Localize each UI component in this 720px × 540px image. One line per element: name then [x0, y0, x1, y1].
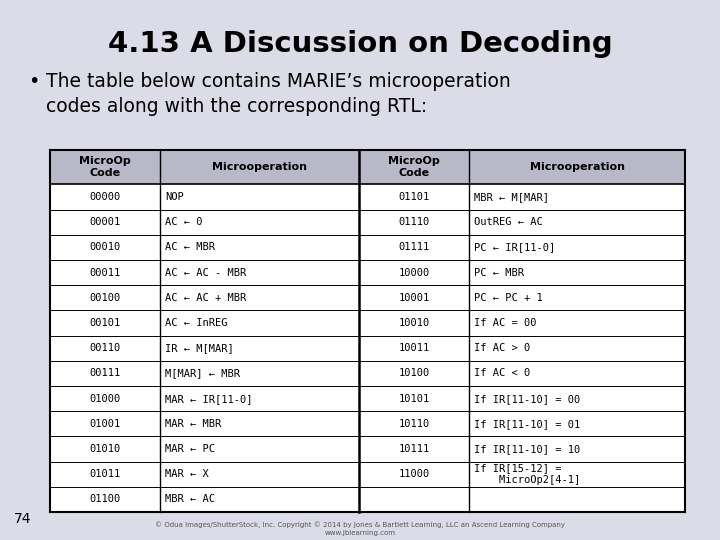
Text: 74: 74: [14, 512, 32, 526]
Text: Microoperation: Microoperation: [212, 162, 307, 172]
Text: 00111: 00111: [89, 368, 120, 379]
Text: 00011: 00011: [89, 268, 120, 278]
Text: AC ← MBR: AC ← MBR: [165, 242, 215, 252]
Text: 10110: 10110: [399, 419, 430, 429]
Text: AC ← AC - MBR: AC ← AC - MBR: [165, 268, 246, 278]
Text: MBR ← AC: MBR ← AC: [165, 495, 215, 504]
Text: If IR[15-12] =
    MicroOp2[4-1]: If IR[15-12] = MicroOp2[4-1]: [474, 463, 580, 485]
Text: www.jblearning.com: www.jblearning.com: [325, 530, 395, 536]
Bar: [50, 150, 685, 512]
Text: 10111: 10111: [399, 444, 430, 454]
Text: Microoperation: Microoperation: [530, 162, 625, 172]
Text: 01110: 01110: [399, 217, 430, 227]
Text: PC ← IR[11-0]: PC ← IR[11-0]: [474, 242, 556, 252]
Text: If IR[11-10] = 01: If IR[11-10] = 01: [474, 419, 580, 429]
Text: 00101: 00101: [89, 318, 120, 328]
Text: MAR ← IR[11-0]: MAR ← IR[11-0]: [165, 394, 253, 403]
Text: 00110: 00110: [89, 343, 120, 353]
Text: OutREG ← AC: OutREG ← AC: [474, 217, 543, 227]
Text: If IR[11-10] = 10: If IR[11-10] = 10: [474, 444, 580, 454]
Text: 01001: 01001: [89, 419, 120, 429]
Text: The table below contains MARIE’s microoperation
codes along with the correspondi: The table below contains MARIE’s microop…: [46, 72, 510, 116]
Text: 01000: 01000: [89, 394, 120, 403]
Text: PC ← MBR: PC ← MBR: [474, 268, 524, 278]
Text: 10101: 10101: [399, 394, 430, 403]
Text: If AC > 0: If AC > 0: [474, 343, 531, 353]
Text: 00100: 00100: [89, 293, 120, 303]
Text: 00001: 00001: [89, 217, 120, 227]
Text: •: •: [28, 72, 40, 91]
Text: 11000: 11000: [399, 469, 430, 479]
Text: 01010: 01010: [89, 444, 120, 454]
Text: 10001: 10001: [399, 293, 430, 303]
Text: 4.13 A Discussion on Decoding: 4.13 A Discussion on Decoding: [107, 30, 613, 58]
Text: 00010: 00010: [89, 242, 120, 252]
Text: AC ← 0: AC ← 0: [165, 217, 202, 227]
Text: MAR ← MBR: MAR ← MBR: [165, 419, 221, 429]
Text: 10100: 10100: [399, 368, 430, 379]
Text: MBR ← M[MAR]: MBR ← M[MAR]: [474, 192, 549, 202]
Text: 10011: 10011: [399, 343, 430, 353]
Text: AC ← AC + MBR: AC ← AC + MBR: [165, 293, 246, 303]
Text: If AC = 00: If AC = 00: [474, 318, 537, 328]
Text: 01011: 01011: [89, 469, 120, 479]
Text: MAR ← PC: MAR ← PC: [165, 444, 215, 454]
Text: PC ← PC + 1: PC ← PC + 1: [474, 293, 543, 303]
Text: 10010: 10010: [399, 318, 430, 328]
Text: M[MAR] ← MBR: M[MAR] ← MBR: [165, 368, 240, 379]
Bar: [50, 150, 685, 184]
Text: AC ← InREG: AC ← InREG: [165, 318, 228, 328]
Text: IR ← M[MAR]: IR ← M[MAR]: [165, 343, 234, 353]
Text: MicroOp
Code: MicroOp Code: [388, 157, 440, 178]
Text: 00000: 00000: [89, 192, 120, 202]
Text: 01111: 01111: [399, 242, 430, 252]
Text: If AC < 0: If AC < 0: [474, 368, 531, 379]
Text: MicroOp
Code: MicroOp Code: [79, 157, 131, 178]
Text: 10000: 10000: [399, 268, 430, 278]
Text: 01101: 01101: [399, 192, 430, 202]
Text: If IR[11-10] = 00: If IR[11-10] = 00: [474, 394, 580, 403]
Text: MAR ← X: MAR ← X: [165, 469, 209, 479]
Text: 01100: 01100: [89, 495, 120, 504]
Text: © Odua Images/ShutterStock, Inc. Copyright © 2014 by Jones & Bartlett Learning, : © Odua Images/ShutterStock, Inc. Copyrig…: [155, 521, 565, 528]
Text: NOP: NOP: [165, 192, 184, 202]
